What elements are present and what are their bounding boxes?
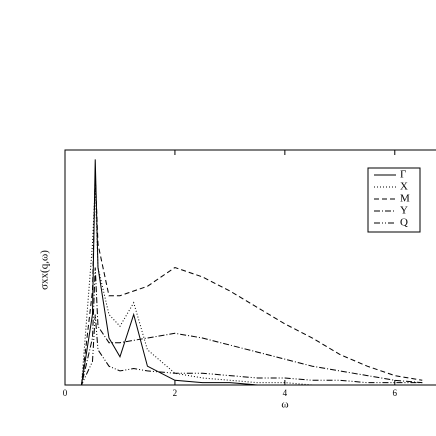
x-axis-label: ω: [281, 399, 288, 411]
legend-label: X: [400, 181, 408, 193]
series-line: [65, 314, 423, 386]
legend-label: Q: [400, 217, 408, 229]
x-tick-label: 2: [173, 388, 178, 398]
x-tick-label: 0: [63, 388, 68, 398]
y-axis-label: σxx(q,ω): [39, 250, 51, 290]
series-line: [65, 173, 423, 386]
legend-label: M: [400, 193, 410, 205]
x-tick-label: 4: [283, 388, 288, 398]
x-tick-label: 6: [393, 388, 398, 398]
legend-label: Γ: [400, 169, 406, 181]
legend-label: Y: [400, 205, 408, 217]
legend-box: [367, 167, 421, 233]
series-line: [65, 267, 423, 386]
series-line: [65, 159, 423, 386]
